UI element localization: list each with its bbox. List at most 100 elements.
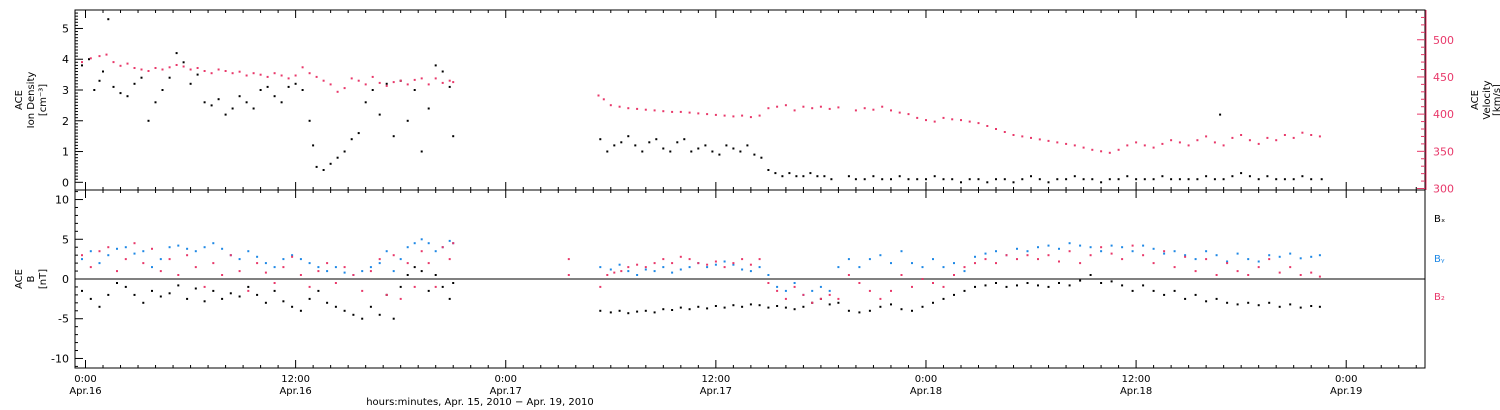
bz-point: [177, 274, 180, 276]
bx-point: [1110, 280, 1113, 283]
bz-point: [858, 282, 861, 284]
by-point: [221, 247, 224, 250]
by-point: [1047, 244, 1050, 247]
by-point: [609, 268, 612, 271]
bx-point: [326, 301, 329, 304]
by-point: [1299, 257, 1302, 260]
velocity-point: [259, 73, 262, 76]
velocity-point: [1126, 144, 1129, 147]
velocity-point: [758, 114, 761, 117]
velocity-point: [854, 109, 857, 112]
velocity-point: [231, 72, 234, 75]
density-point: [452, 135, 455, 138]
bz-point: [159, 270, 162, 273]
bx-point: [116, 282, 118, 284]
bx-point: [229, 292, 232, 295]
bx-point: [256, 293, 259, 296]
by-point: [1257, 260, 1260, 263]
density-point: [168, 76, 171, 79]
density-point: [620, 141, 623, 144]
bz-point: [1318, 275, 1321, 278]
bx-point: [420, 270, 423, 273]
by-point: [662, 266, 665, 269]
by-point: [1152, 247, 1155, 250]
by-point: [776, 285, 779, 288]
bx-point: [1184, 297, 1187, 300]
bz-point: [1236, 270, 1239, 273]
by-point: [1236, 252, 1239, 255]
velocity-point: [119, 64, 122, 67]
bz-point: [1016, 258, 1018, 261]
velocity-point: [714, 113, 717, 116]
velocity-point: [732, 115, 735, 118]
bx-point: [1047, 285, 1050, 288]
velocity-point: [925, 119, 927, 122]
velocity-point: [1161, 142, 1164, 145]
density-point: [1143, 178, 1146, 181]
density-point: [725, 144, 728, 147]
density-axis-label-line3: [cm⁻³]: [38, 84, 49, 116]
velocity-point: [872, 108, 875, 111]
velocity-point: [420, 77, 423, 80]
velocity-point: [273, 72, 276, 75]
bz-point: [758, 258, 761, 261]
density-point: [175, 52, 178, 55]
bx-point: [1194, 293, 1197, 296]
density-point: [1012, 181, 1015, 184]
bx-point: [1016, 284, 1018, 287]
velocity-point: [452, 81, 455, 84]
velocity-point: [385, 84, 388, 87]
bx-point: [1037, 284, 1039, 287]
velocity-point: [280, 74, 283, 77]
bx-point: [671, 309, 674, 311]
density-point: [1292, 178, 1295, 181]
bx-point: [1318, 305, 1321, 308]
by-point: [767, 274, 770, 276]
bz-point: [942, 285, 945, 288]
density-point: [1310, 178, 1313, 181]
bz-point: [1026, 254, 1029, 257]
density-point: [795, 175, 798, 178]
bx-point: [361, 317, 364, 320]
velocity-point: [301, 66, 304, 69]
velocity-point: [343, 87, 346, 90]
bx-point: [406, 274, 409, 276]
bz-point: [662, 258, 665, 261]
velocity-point: [951, 118, 954, 121]
velocity-point: [112, 61, 115, 64]
density-point: [816, 175, 819, 178]
bx-point: [177, 284, 180, 287]
bz-point: [606, 274, 609, 276]
by-point: [868, 258, 871, 261]
by-point: [995, 250, 997, 253]
density-point: [1240, 172, 1243, 175]
velocity-point: [986, 125, 989, 127]
density-tick-label: 3: [62, 84, 69, 97]
bx-point: [264, 301, 267, 304]
density-point: [683, 138, 686, 141]
bx-point: [741, 305, 744, 308]
legend-by: Bᵧ: [1434, 254, 1445, 265]
bz-point: [326, 262, 329, 265]
density-point: [301, 89, 304, 91]
bz-point: [706, 263, 709, 266]
by-point: [793, 282, 796, 284]
bz-point: [921, 278, 924, 280]
density-tick-label: 5: [62, 22, 69, 35]
bz-point: [399, 297, 402, 300]
bx-point: [767, 306, 770, 309]
bz-point: [567, 258, 570, 261]
density-point: [102, 70, 104, 73]
velocity-point: [441, 81, 444, 84]
bx-point: [89, 297, 92, 300]
bz-point: [837, 297, 840, 300]
velocity-point: [308, 72, 311, 75]
bx-point: [1026, 282, 1029, 284]
velocity-point: [933, 120, 936, 123]
by-point: [1184, 254, 1187, 257]
bx-point: [378, 313, 381, 316]
bx-point: [1247, 301, 1250, 304]
density-point: [711, 150, 714, 153]
bx-point: [784, 306, 787, 309]
